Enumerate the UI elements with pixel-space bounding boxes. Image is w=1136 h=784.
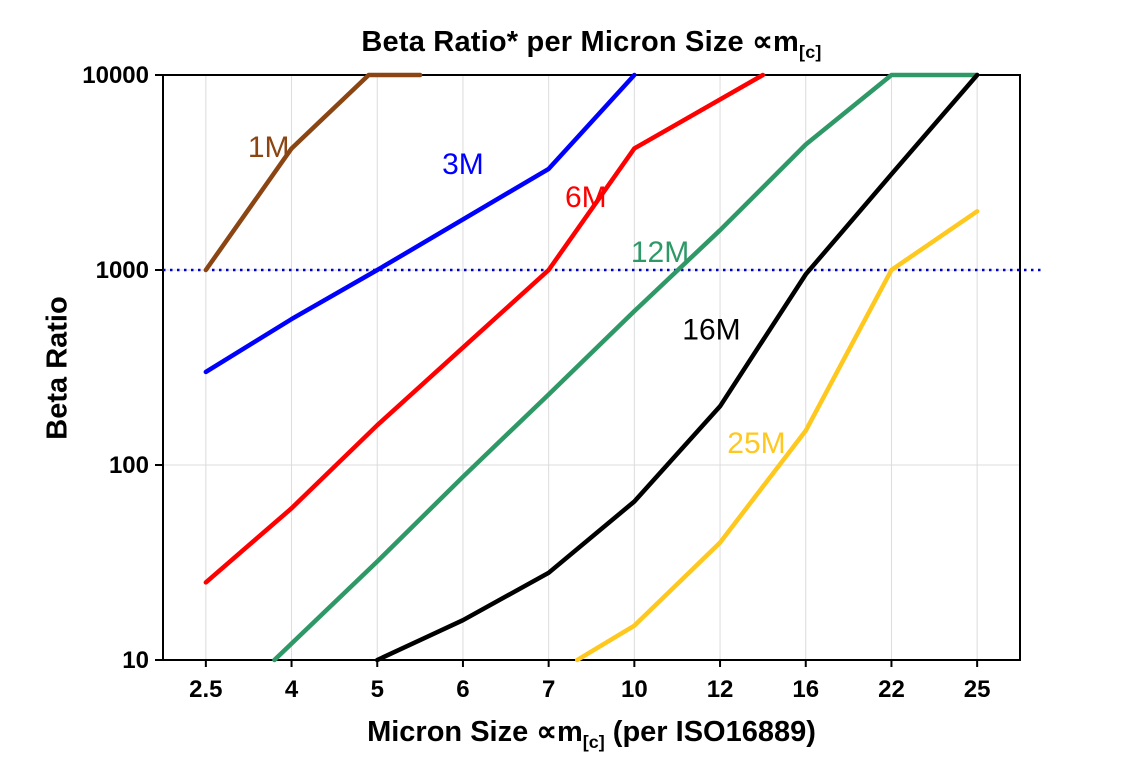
series-line-12M [272,72,980,663]
x-tick-label: 25 [964,676,991,703]
x-tick-label: 16 [792,676,819,703]
chart-title-subscript: [c] [799,41,822,62]
series-line-25M [574,209,980,663]
x-tick-label: 10 [621,676,648,703]
x-axis-title: Micron Size ∝m[c] (per ISO16889) [163,714,1020,753]
x-axis-title-suffix: (per ISO16889) [604,716,816,748]
series-line-16M [375,72,980,663]
y-tick-label: 100 [109,452,149,479]
y-tick-label: 1000 [96,257,149,284]
y-tick-label: 10000 [82,62,149,89]
x-tick-label: 2.5 [189,676,222,703]
plot-border [162,74,1021,661]
series-line-6M [203,72,766,585]
x-tick-label: 4 [285,676,299,703]
chart-title: Beta Ratio* per Micron Size ∝m[c] [163,24,1020,63]
series-label-3M: 3M [442,148,484,181]
chart-title-text: Beta Ratio* per Micron Size ∝m [361,26,800,58]
x-tick-label: 5 [371,676,384,703]
x-axis-title-text: Micron Size ∝m [367,716,583,748]
x-tick-label: 22 [878,676,905,703]
series-label-16M: 16M [682,314,740,347]
x-tick-label: 6 [456,676,469,703]
x-axis-title-subscript: [c] [582,731,605,752]
series-line-3M [203,72,637,375]
y-tick-label: 10 [122,647,149,674]
series-label-12M: 12M [631,236,689,269]
series-line-1M [203,72,423,273]
y-axis-title: Beta Ratio [41,296,74,440]
x-tick-label: 7 [542,676,555,703]
series-label-1M: 1M [248,131,290,164]
x-tick-label: 12 [707,676,734,703]
series-label-25M: 25M [727,427,785,460]
series-label-6M: 6M [565,181,607,214]
